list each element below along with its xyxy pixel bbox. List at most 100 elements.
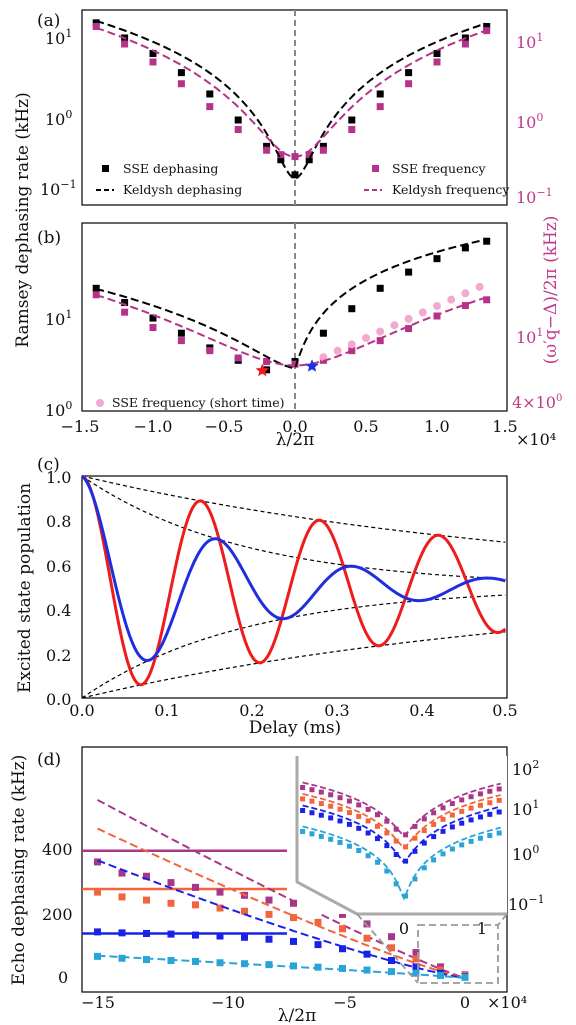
inset-point xyxy=(309,831,315,837)
d-ylabel: Echo dephasing rate (kHz) xyxy=(9,755,29,986)
b-keldysh-frequency-line xyxy=(95,294,486,367)
b-sse-frequency-point xyxy=(433,312,441,320)
echo-point xyxy=(363,966,371,974)
b-sse-frequency-point xyxy=(121,308,129,316)
short-time-point xyxy=(390,321,399,330)
echo-point xyxy=(216,888,224,896)
b-sse-frequency-point xyxy=(149,323,157,331)
inset-point xyxy=(459,808,465,814)
b-xtick-m10: −1.0 xyxy=(134,417,173,436)
echo-point xyxy=(118,929,126,937)
legend-short-time: SSE frequency (short time) xyxy=(112,395,285,410)
sse-frequency-point xyxy=(376,103,384,111)
inset-point xyxy=(337,806,343,812)
keldysh-dephasing-line xyxy=(95,19,486,180)
sse-frequency-point xyxy=(461,40,469,48)
echo-point xyxy=(339,925,346,933)
inset-point xyxy=(440,805,446,811)
b-ytick-1: 101 xyxy=(45,308,72,329)
echo-point xyxy=(94,858,101,866)
short-time-point xyxy=(347,340,356,349)
b-sse-dephasing-point xyxy=(376,284,384,292)
a-ytick-0: 100 xyxy=(45,108,72,129)
inset-point xyxy=(421,828,427,834)
sse-frequency-point xyxy=(483,27,491,35)
b-sse-dephasing-point xyxy=(461,244,469,252)
legend-sse-frequency-marker xyxy=(372,165,379,172)
sse-frequency-point xyxy=(263,146,271,154)
inset-point xyxy=(374,859,380,865)
inset-point xyxy=(356,848,362,854)
c-xtick-2: 0.2 xyxy=(239,701,264,720)
d-xmult: ×10⁴ xyxy=(487,993,527,1012)
inset-point xyxy=(346,821,352,827)
echo-point xyxy=(167,930,175,938)
inset-point xyxy=(431,821,437,827)
inset-dashed-line xyxy=(302,804,501,864)
sse-frequency-point xyxy=(305,151,313,159)
sse-frequency-point xyxy=(234,125,242,133)
b-sse-dephasing-point xyxy=(92,284,100,292)
short-time-point xyxy=(447,295,456,304)
c-ytick-08: 0.8 xyxy=(46,512,71,531)
inset-point xyxy=(403,844,409,850)
b-sse-frequency-point xyxy=(92,291,100,299)
sse-dephasing-point xyxy=(405,69,413,77)
inset-frame xyxy=(295,756,507,916)
sse-dephasing-point xyxy=(206,90,214,98)
b-sse-dephasing-point xyxy=(433,255,441,263)
c-ytick-06: 0.6 xyxy=(46,557,71,576)
c-xtick-3: 0.3 xyxy=(324,701,349,720)
sse-dephasing-point xyxy=(149,49,157,57)
legend-short-time-marker xyxy=(96,399,104,407)
sse-dephasing-point xyxy=(92,19,100,27)
legend-sse-dephasing-marker xyxy=(102,165,109,172)
echo-point xyxy=(314,918,322,926)
echo-point xyxy=(143,929,150,937)
c-ytick-02: 0.2 xyxy=(46,646,71,665)
a-rtick-m1: 10−1 xyxy=(516,186,553,207)
d-xtick-m15: −15 xyxy=(81,993,115,1012)
b-xtick-15: 1.5 xyxy=(492,417,517,436)
inset-point xyxy=(431,834,437,840)
inset-point xyxy=(449,846,455,852)
echo-point xyxy=(94,928,101,936)
echo-point xyxy=(143,872,150,880)
panel-b-plot xyxy=(92,237,491,377)
inset-xtick-0: 0 xyxy=(399,919,409,938)
sse-frequency-point xyxy=(206,103,214,111)
b-sse-dephasing-point xyxy=(149,314,157,322)
b-sse-dephasing-point xyxy=(483,237,491,245)
decay-envelope xyxy=(81,631,506,699)
sse-dephasing-point xyxy=(319,142,327,150)
echo-point xyxy=(265,910,273,918)
echo-dashed-line xyxy=(97,859,466,979)
c-ytick-00: 0.0 xyxy=(46,690,71,709)
inset-point xyxy=(468,817,474,823)
inset-point xyxy=(440,851,446,857)
sse-frequency-point xyxy=(177,80,185,88)
inset-point xyxy=(487,800,493,806)
inset-xtick-1: 1 xyxy=(477,919,487,938)
c-xtick-1: 0.1 xyxy=(154,701,179,720)
c-ylabel: Excited state population xyxy=(15,483,35,693)
short-time-point xyxy=(433,302,441,311)
zoom-connector-1 xyxy=(356,913,419,984)
echo-point xyxy=(363,920,371,928)
inset-point xyxy=(328,836,334,842)
red-population-curve xyxy=(81,474,507,687)
inset-point xyxy=(477,835,483,841)
legend-sse-dephasing: SSE dephasing xyxy=(123,161,218,176)
d-xlabel: λ/2π xyxy=(278,1006,317,1025)
inset-point xyxy=(300,808,306,814)
zoom-connector-2 xyxy=(497,913,508,926)
inset-point xyxy=(337,795,343,801)
sse-frequency-point xyxy=(277,151,285,159)
echo-dashed-line xyxy=(97,799,466,979)
inset-point xyxy=(300,785,306,791)
inset-point xyxy=(431,810,437,816)
inset-point xyxy=(393,852,399,858)
sse-dephasing-point xyxy=(263,142,271,150)
b-sse-frequency-point xyxy=(483,296,491,304)
inset-point xyxy=(309,798,315,804)
